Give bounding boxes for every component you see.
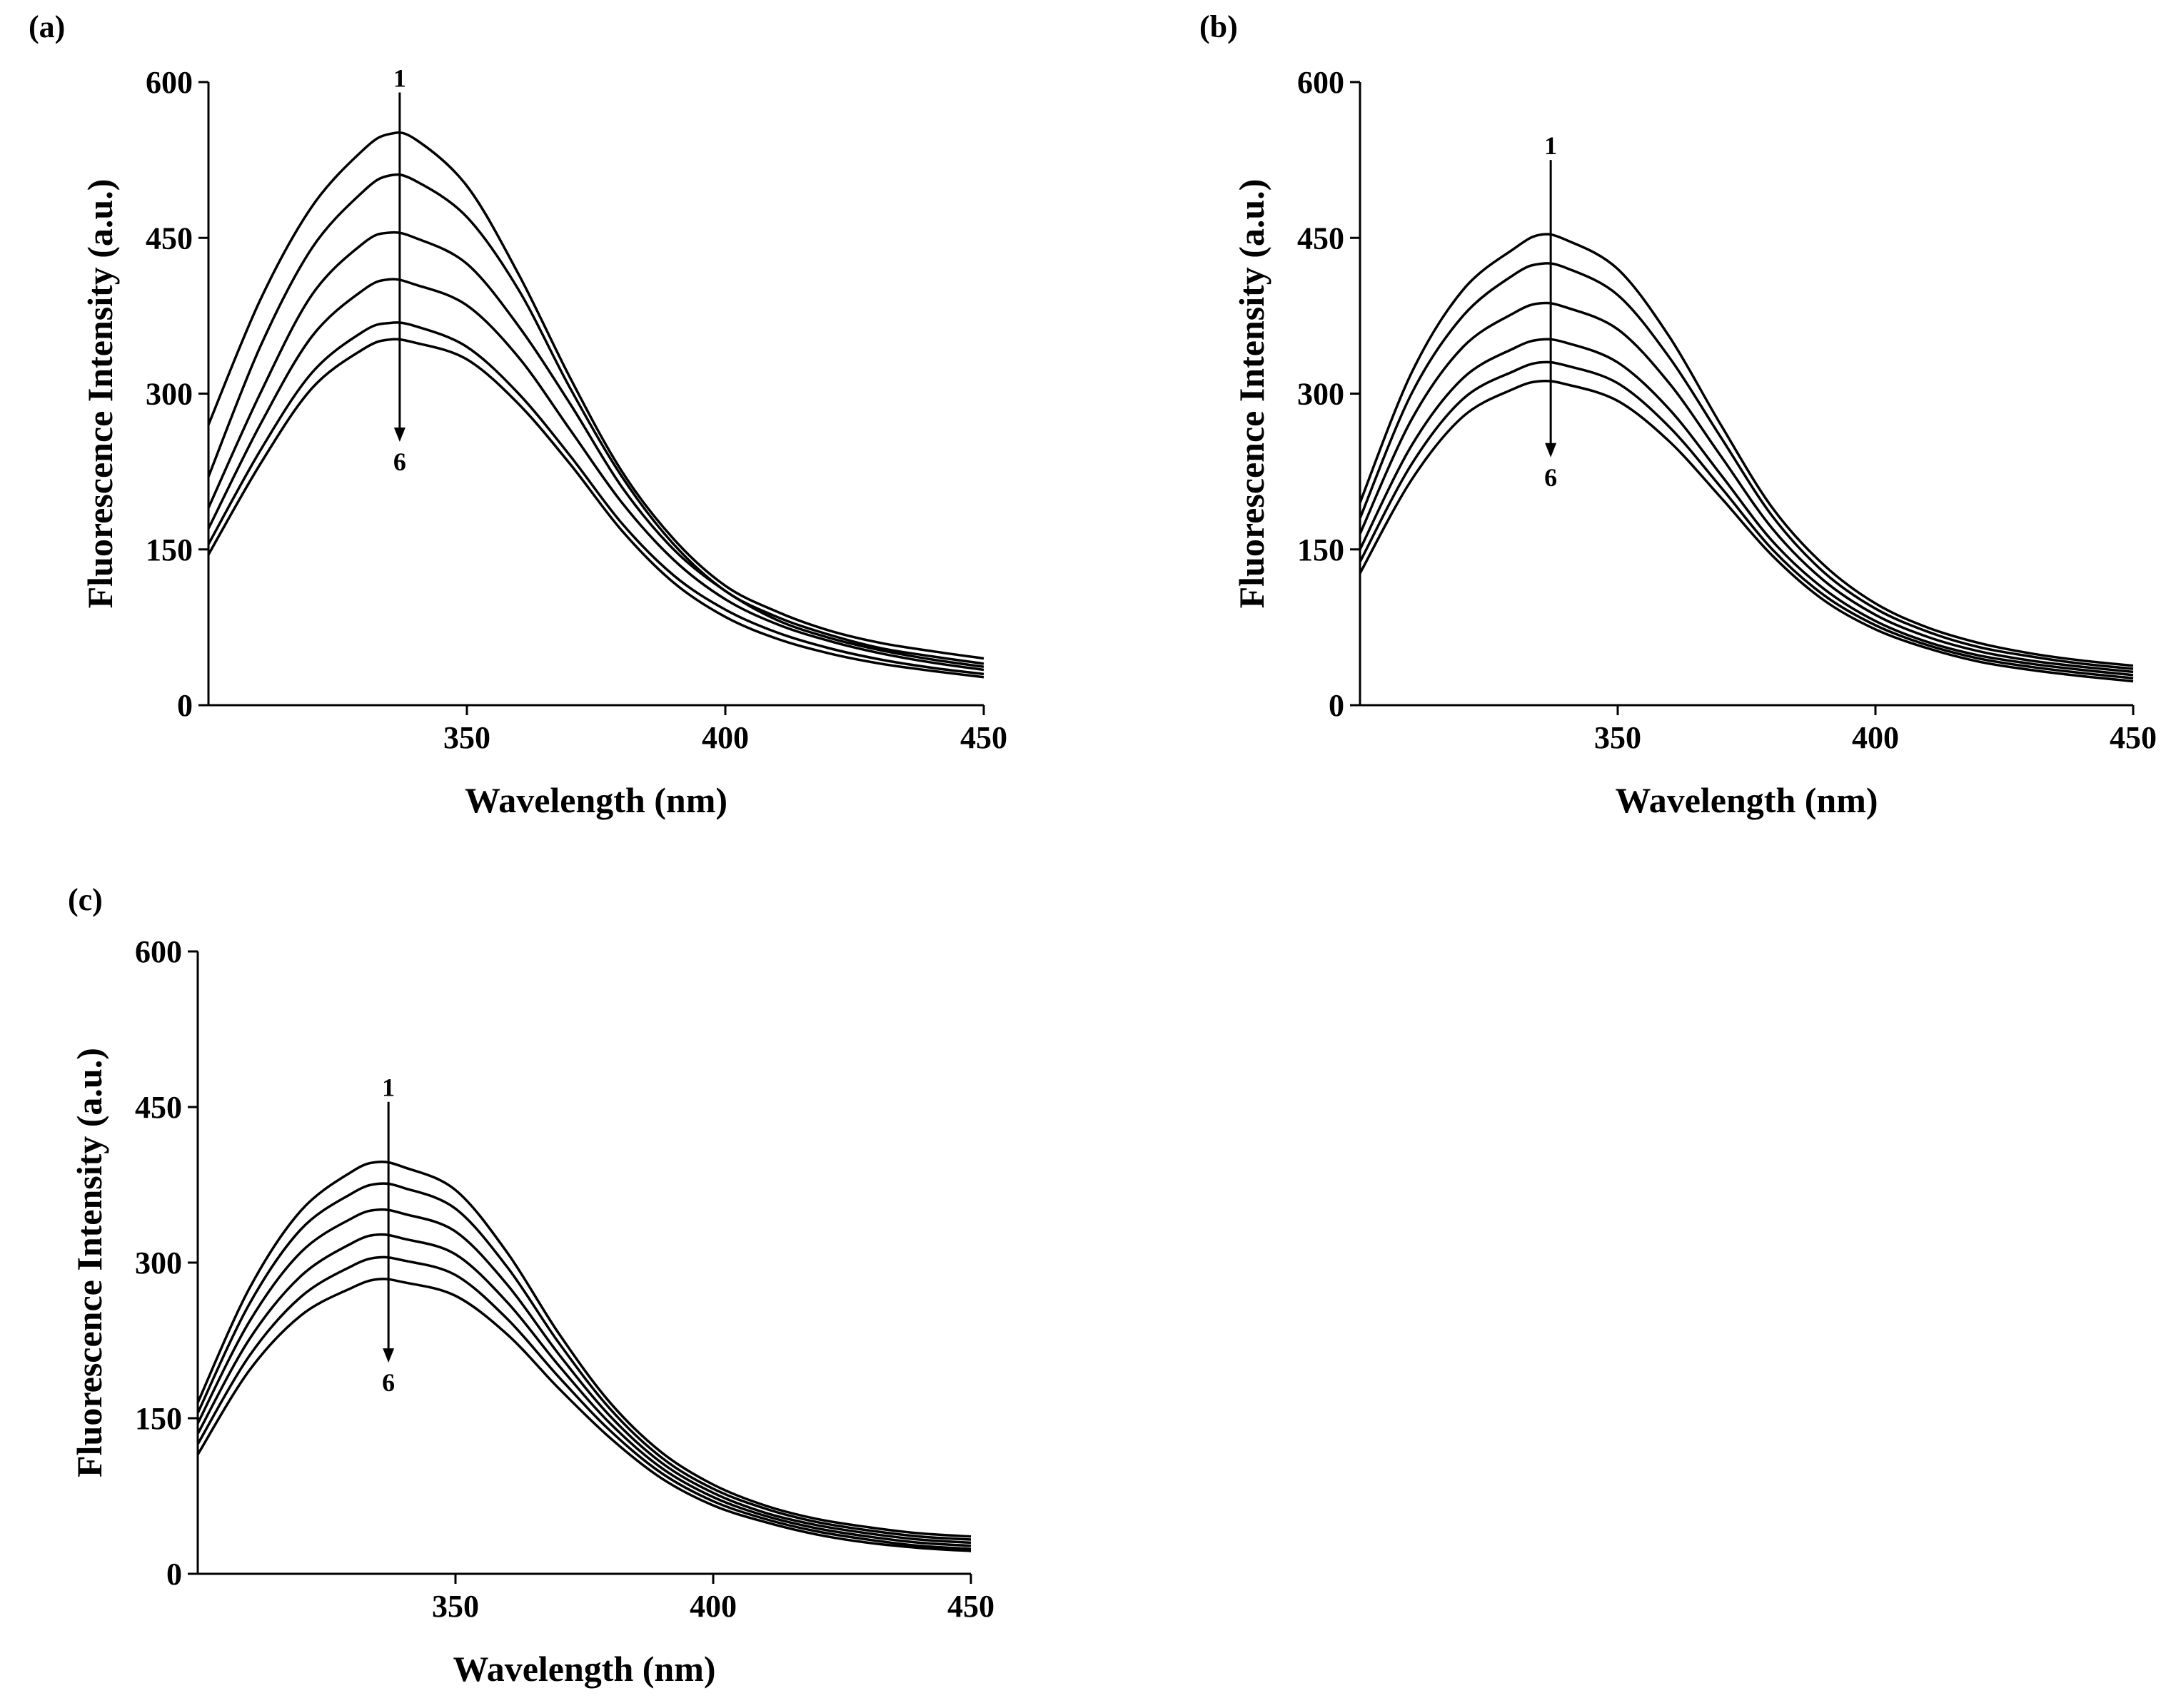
arrow-head-icon — [1545, 443, 1557, 458]
series-line-1 — [196, 1161, 972, 1538]
series-line-3 — [196, 1208, 972, 1545]
y-tick-label: 150 — [135, 1401, 182, 1436]
x-tick-label: 350 — [1594, 720, 1641, 755]
x-tick-label: 450 — [947, 1589, 994, 1624]
chart-panel-c: (c) 0 150 300 450 600 350 400 450 Wavelength (nm)… — [68, 882, 994, 1689]
chart-panel-b: (b) 0 150 300 450 600 350 400 450 Wavelength (nm)… — [1199, 9, 2157, 820]
series-line-6 — [207, 338, 984, 679]
series-line-5 — [207, 321, 984, 676]
y-tick-label: 0 — [177, 688, 193, 723]
panel-label: (b) — [1199, 9, 1238, 44]
series-line-1 — [1359, 233, 2134, 667]
y-tick-label: 0 — [1329, 688, 1344, 723]
panel-label: (a) — [29, 9, 65, 44]
y-tick-label: 450 — [135, 1090, 182, 1125]
arrow-head-icon — [383, 1348, 395, 1363]
series-line-6 — [1359, 379, 2134, 683]
x-axis-title: Wavelength (nm) — [1615, 780, 1878, 820]
series-line-5 — [196, 1255, 972, 1550]
arrow-start-label: 1 — [393, 64, 406, 93]
panel-label: (c) — [68, 882, 103, 917]
arrow-start-label: 1 — [1544, 131, 1557, 160]
arrow-end-label: 6 — [393, 448, 406, 476]
y-tick-label: 0 — [166, 1557, 182, 1592]
y-tick-label: 150 — [1297, 532, 1344, 567]
x-tick-label: 450 — [2110, 720, 2157, 755]
x-axis-title: Wavelength (nm) — [453, 1649, 715, 1689]
series-line-4 — [1359, 338, 2134, 677]
x-tick-label: 400 — [702, 720, 749, 755]
series-line-4 — [196, 1233, 972, 1547]
arrow-head-icon — [393, 427, 406, 442]
y-tick-label: 450 — [1297, 221, 1344, 256]
series-line-1 — [207, 131, 984, 660]
x-axis-title: Wavelength (nm) — [465, 780, 727, 820]
y-tick-label: 300 — [1297, 377, 1344, 412]
y-tick-label: 300 — [135, 1245, 182, 1280]
chart-panel-a: (a) 0 150 300 450 600 350 400 450 Wavelength (nm)… — [29, 9, 1007, 820]
arrow-end-label: 6 — [382, 1368, 395, 1397]
x-tick-label: 350 — [443, 720, 490, 755]
y-tick-label: 600 — [146, 65, 193, 100]
y-tick-label: 600 — [135, 934, 182, 969]
x-tick-label: 450 — [960, 720, 1007, 755]
y-axis-title: Fluorescence Intensity (a.u.) — [80, 179, 120, 609]
arrow-end-label: 6 — [1544, 463, 1557, 492]
y-tick-label: 300 — [146, 377, 193, 412]
x-tick-label: 350 — [432, 1589, 479, 1624]
y-tick-label: 600 — [1297, 65, 1344, 100]
series-line-3 — [1359, 301, 2134, 674]
series-line-2 — [207, 173, 984, 665]
y-axis-title: Fluorescence Intensity (a.u.) — [1231, 179, 1271, 609]
x-tick-label: 400 — [1852, 720, 1899, 755]
arrow-start-label: 1 — [382, 1073, 395, 1102]
series-line-6 — [196, 1278, 972, 1552]
series-line-2 — [196, 1182, 972, 1541]
series-line-4 — [207, 278, 984, 672]
x-tick-label: 400 — [690, 1589, 737, 1624]
series-line-5 — [1359, 360, 2134, 679]
y-tick-label: 150 — [146, 532, 193, 567]
series-line-2 — [1359, 262, 2134, 670]
series-line-3 — [207, 231, 984, 668]
y-tick-label: 450 — [146, 221, 193, 256]
y-axis-title: Fluorescence Intensity (a.u.) — [69, 1048, 109, 1477]
